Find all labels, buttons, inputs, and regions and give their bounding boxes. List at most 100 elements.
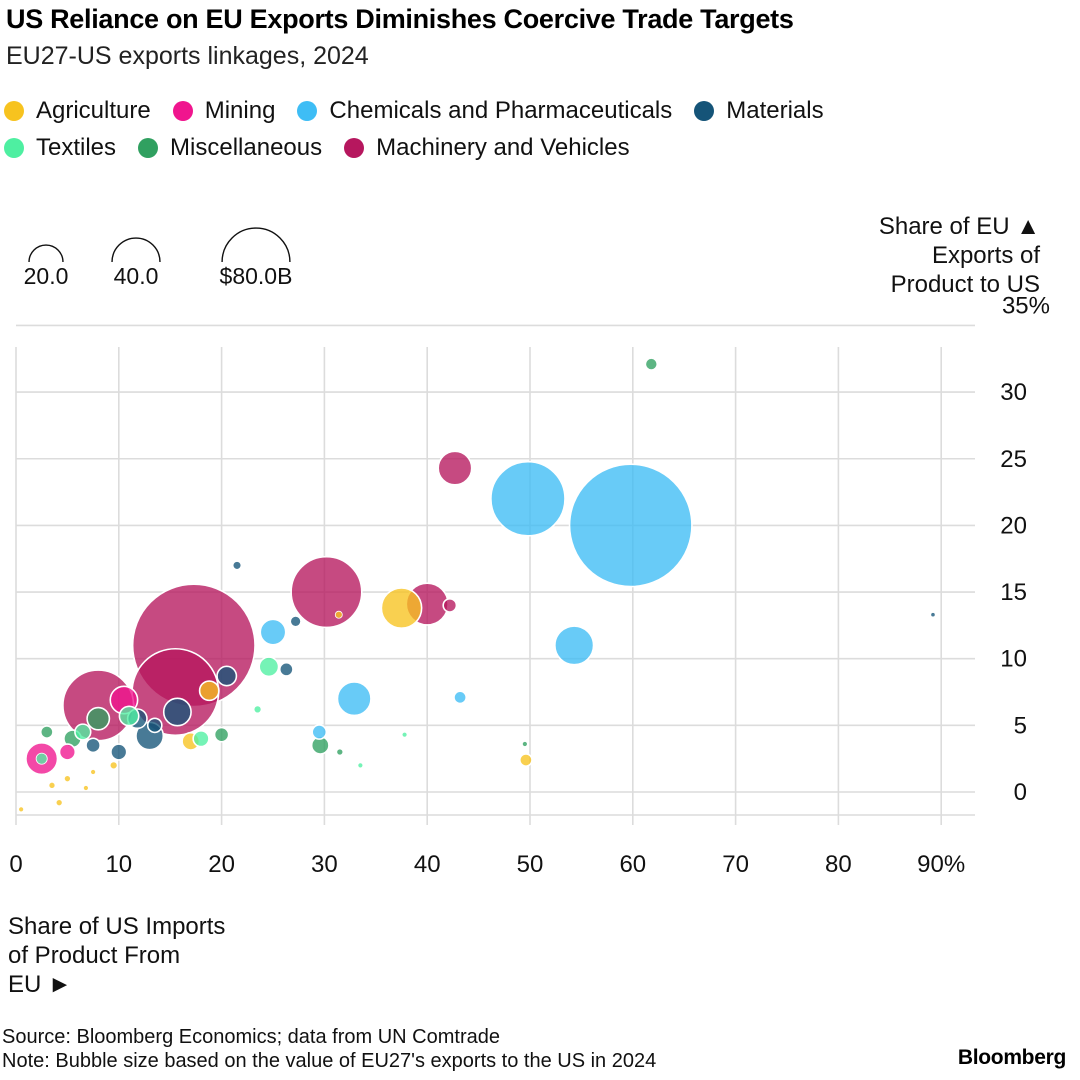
bubble-point: [437, 450, 473, 486]
bubble-point: [162, 697, 192, 727]
size-legend-arc: [28, 244, 64, 263]
legend-item-materials: Materials: [694, 96, 824, 125]
bubble-point: [453, 690, 468, 705]
bubble-point: [213, 726, 230, 743]
bubble-point: [55, 799, 63, 807]
legend-item-agriculture: Agriculture: [4, 97, 151, 125]
bubble-point: [198, 680, 220, 702]
legend-item-mining: Mining: [172, 96, 276, 125]
grid-lines: [15, 324, 975, 825]
bubble-point: [90, 769, 96, 775]
legend-label: Chemicals and Pharmaceuticals: [329, 96, 673, 124]
size-legend-label: 40.0: [114, 263, 159, 289]
legend-swatch: [4, 100, 24, 121]
bubble-point: [86, 706, 111, 731]
bubble-point: [380, 587, 423, 629]
legend-swatch: [172, 100, 193, 121]
y-tick-label: 35%: [1002, 292, 1050, 319]
y-tick-label: 5: [1014, 712, 1027, 739]
legend-item-textiles: Textiles: [4, 134, 116, 162]
bubble-point: [18, 806, 25, 813]
bubble-point: [39, 725, 54, 739]
bubble-point: [290, 555, 363, 629]
y-tick-label: 20: [1000, 512, 1027, 539]
legend-label: Miscellaneous: [170, 133, 323, 161]
x-tick-label: 10: [105, 851, 132, 878]
y-tick-label: 10: [1000, 646, 1027, 673]
bubble-point: [401, 731, 408, 738]
legend-swatch: [344, 137, 365, 158]
size-note: Note: Bubble size based on the value of …: [2, 1050, 657, 1072]
x-tick-label: 80: [825, 851, 852, 878]
x-axis-ticks: 0 10 20 30 40 50 60 70 80 90%: [9, 851, 965, 878]
x-tick-label: 90%: [917, 851, 965, 878]
x-axis-label: Share of US Imports of Product From EU ►: [8, 912, 225, 999]
bubble-point: [311, 724, 328, 740]
x-tick-label: 60: [619, 851, 646, 878]
x-tick-label: 30: [311, 851, 338, 878]
legend-label: Mining: [204, 96, 276, 124]
bubble-point: [334, 610, 343, 619]
bubble-point: [336, 748, 344, 756]
legend-label: Agriculture: [36, 96, 151, 124]
x-tick-label: 40: [414, 851, 441, 878]
source-note: Source: Bloomberg Economics; data from U…: [2, 1026, 500, 1048]
bubble-point: [645, 358, 658, 371]
legend-label: Textiles: [36, 133, 117, 161]
x-axis-label-line: of Product From: [8, 942, 181, 969]
bubbles: [18, 358, 936, 813]
x-axis-label-line: EU ►: [8, 971, 72, 998]
legend-row: Agriculture Mining Chemicals and Pharmac…: [4, 92, 1064, 129]
size-legend-arc: [221, 227, 291, 263]
bubble-point: [85, 737, 101, 754]
y-axis-ticks: 0 5 10 15 20 25 30 35%: [1000, 292, 1050, 806]
y-axis-label-line: Exports of: [931, 242, 1040, 269]
bubble-point: [48, 781, 56, 789]
size-legend: 20.0 40.0 $80.0B: [24, 227, 293, 289]
y-tick-label: 15: [1000, 579, 1027, 606]
y-axis-label-line: Share of EU ▲: [878, 213, 1040, 240]
legend-label: Machinery and Vehicles: [376, 133, 630, 161]
bubble-point: [278, 661, 294, 677]
bubble-point: [336, 681, 372, 717]
bubble-point: [232, 561, 242, 570]
bubble-point: [63, 775, 71, 783]
bubble-point: [109, 761, 118, 770]
y-tick-label: 0: [1014, 779, 1027, 806]
x-tick-label: 50: [517, 851, 544, 878]
bubble-point: [58, 743, 77, 761]
y-tick-label: 30: [1000, 379, 1027, 406]
bubble-point: [442, 597, 458, 613]
legend-row: Textiles Miscellaneous Machinery and Veh…: [4, 129, 1064, 166]
x-axis-label-line: Share of US Imports: [8, 913, 226, 940]
chart-title: US Reliance on EU Exports Diminishes Coe…: [6, 4, 794, 34]
bubble-point: [930, 612, 936, 618]
color-legend: Agriculture Mining Chemicals and Pharmac…: [4, 92, 1064, 166]
bubble-point: [554, 625, 595, 666]
x-tick-label: 70: [722, 851, 749, 878]
bubble-point: [521, 741, 528, 747]
legend-item-miscellaneous: Miscellaneous: [138, 134, 322, 162]
legend-swatch: [4, 137, 24, 158]
bubble-point: [35, 752, 48, 765]
bubble-point: [83, 785, 89, 791]
bubble-point: [216, 665, 238, 687]
legend-label: Materials: [726, 96, 824, 124]
x-tick-label: 0: [9, 851, 22, 878]
bubble-point: [253, 705, 262, 714]
bubble-point: [568, 463, 693, 588]
bubble-point: [357, 762, 364, 769]
bubble-point: [74, 723, 92, 741]
legend-swatch: [138, 137, 159, 158]
size-legend-arc: [111, 237, 161, 263]
bubble-point: [490, 460, 566, 537]
bubble-point: [192, 729, 210, 748]
legend-item-machinery: Machinery and Vehicles: [344, 133, 630, 162]
bubble-point: [518, 753, 533, 767]
legend-swatch: [694, 100, 715, 121]
legend-item-chemicals: Chemicals and Pharmaceuticals: [297, 97, 672, 125]
size-legend-label: $80.0B: [220, 263, 293, 289]
bubble-point: [259, 618, 287, 646]
bubble-point: [258, 656, 280, 678]
